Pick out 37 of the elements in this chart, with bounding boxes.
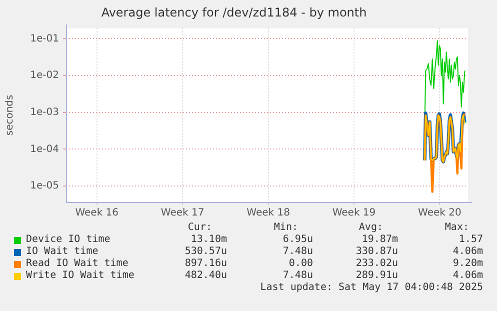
legend-label: Device IO time <box>26 234 110 246</box>
text: Max: <box>444 222 469 234</box>
text: 530.57u <box>184 246 227 258</box>
text: 289.91u <box>356 270 398 282</box>
legend-label: Read IO Wait time <box>26 258 128 270</box>
legend-label: IO Wait time <box>26 246 98 258</box>
x-tick-label: Week 18 <box>246 208 290 219</box>
y-axis-title: seconds <box>4 94 16 136</box>
x-tick-label: Week 16 <box>75 208 119 219</box>
x-tick-label: Week 19 <box>332 208 376 219</box>
text: 19.87m <box>362 234 398 246</box>
text: 233.02u <box>356 258 398 270</box>
text: 4.06m <box>452 270 483 282</box>
text: Cur: <box>188 222 212 234</box>
y-tick-label: 1e-04 <box>30 144 59 155</box>
y-tick-label: 1e-01 <box>30 33 59 44</box>
text: Avg: <box>358 222 383 234</box>
x-tick-label: Week 20 <box>418 208 462 219</box>
text: 9.20m <box>452 258 483 270</box>
y-tick-label: 1e-02 <box>30 70 59 82</box>
text: 0.00 <box>288 258 313 270</box>
y-tick-label: 1e-05 <box>30 180 59 192</box>
text: 1.57 <box>458 234 483 246</box>
text: 6.95u <box>282 234 313 246</box>
text: 7.48u <box>282 270 313 282</box>
text: 482.40u <box>184 270 227 282</box>
text: Last update: Sat May 17 04:00:48 2025 <box>260 282 483 294</box>
chart-title: Average latency for /dev/zd1184 - by month <box>101 5 367 20</box>
text: 4.06m <box>452 246 483 258</box>
text: 897.16u <box>184 258 227 270</box>
y-tick-label: 1e-03 <box>30 106 59 118</box>
text: 330.87u <box>356 246 398 258</box>
text: Min: <box>274 222 298 234</box>
x-tick-label: Week 17 <box>160 208 204 219</box>
text: 7.48u <box>282 246 313 258</box>
text: 13.10m <box>190 234 227 246</box>
legend-label: Write IO Wait time <box>26 270 134 282</box>
